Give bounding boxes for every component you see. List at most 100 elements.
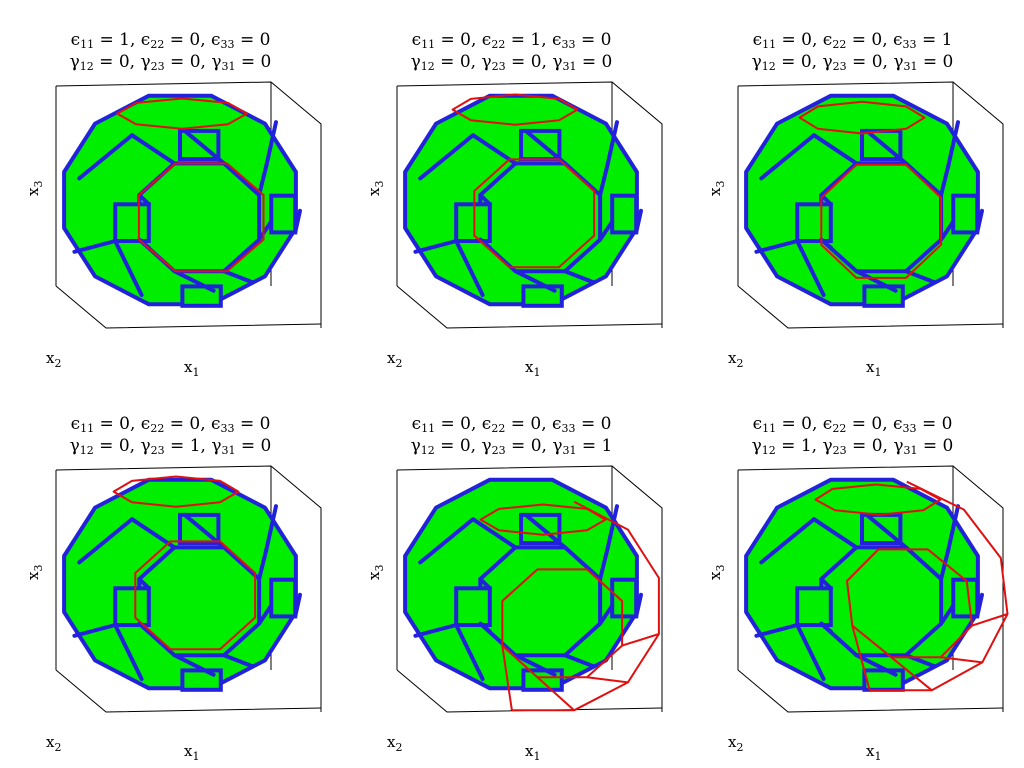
x3-axis-label: x3 [365,181,386,196]
x3-axis-label: x3 [365,565,386,580]
strain-subscript: 11 [80,38,95,51]
shear-strain-title: γ12 = 0, γ23 = 0, γ31 = 0 [0,52,341,77]
polyhedron-plot: x1 x2 x3 [365,81,663,379]
polyhedron-edge [759,133,816,181]
polyhedron-edge [605,504,619,552]
strain-subscript: 33 [561,38,576,51]
polyhedron-edge [939,163,951,197]
deformation-panel: ϵ11 = 0, ϵ22 = 1, ϵ33 = 0 γ12 = 0, γ23 = … [341,0,682,384]
deformed-edge [890,656,933,692]
normal-strain-title: ϵ11 = 0, ϵ22 = 0, ϵ33 = 0 [0,414,341,439]
polyhedron-edge [605,120,619,168]
strain-symbol: ϵ [893,30,903,50]
strain-subscript: 22 [150,38,165,51]
strain-value: = 0, [505,414,553,434]
strain-value: = 0, [164,52,212,72]
polyhedron-edge [222,653,254,669]
strain-value: = 0 [576,52,613,72]
polyhedron-plot: x1 x2 x3 [706,465,1009,763]
x3-axis-label-subscript: 3 [714,181,727,188]
strain-value: = 0 [917,436,954,456]
square-face [862,284,905,308]
strain-symbol: ϵ [411,30,422,50]
truncated-octahedron [62,475,302,692]
deformed-edge [586,676,629,684]
polyhedron-edge [222,269,254,285]
x1-axis-label-subscript: 1 [533,750,540,763]
x2-axis-label-subscript: 2 [736,357,743,370]
strain-subscript: 22 [491,422,506,435]
shear-strain-title: γ12 = 0, γ23 = 0, γ31 = 0 [341,52,682,77]
polyhedron-edge [471,133,518,166]
strain-subscript: 23 [832,60,847,73]
deformed-top-face [451,93,579,126]
truncated-octahedron [744,93,984,308]
strain-value: = 0 [917,52,954,72]
polyhedron-edge [598,603,615,626]
polyhedron-edge [754,239,800,254]
polyhedron-plot: x1 x2 x3 [706,81,1004,379]
x2-axis-label: x2 [387,733,402,754]
strain-symbol: ϵ [411,414,422,434]
strain-subscript: 22 [832,422,847,435]
polyhedron-edge [293,592,302,619]
square-face [454,202,492,244]
polyhedron-edge [759,517,816,565]
polyhedron-edge [864,512,908,550]
square-face [610,193,639,235]
strain-symbol: ϵ [70,414,81,434]
strain-subscript: 11 [80,422,95,435]
strain-subscript: 33 [220,38,235,51]
deformed-edge [621,633,660,647]
polyhedron-edge [754,623,800,638]
square-face [113,202,151,244]
strain-subscript: 12 [420,444,435,457]
polyhedron-edge [113,623,144,681]
front-octagon-face [819,545,944,658]
strain-symbol: γ [751,52,762,72]
strain-subscript: 31 [562,60,577,73]
strain-value: = 0, [435,30,482,50]
strain-subscript: 11 [421,422,436,435]
deformed-edge [536,676,575,712]
deformed-top-face [116,97,248,130]
truncated-octahedron [403,93,643,308]
strain-value: = 0, [93,52,141,72]
x1-axis-label: x1 [525,742,540,763]
normal-strain-title: ϵ11 = 0, ϵ22 = 0, ϵ33 = 1 [682,30,1023,55]
polyhedron-edge [137,193,151,207]
strain-subscript: 33 [561,422,576,435]
square-face [951,193,980,235]
square-face [862,668,905,692]
strain-subscript: 11 [762,422,777,435]
bounding-box [396,81,663,329]
strain-subscript: 12 [79,444,94,457]
polyhedron-edge [182,128,226,166]
strain-symbol: γ [140,436,151,456]
polyhedron-edge [130,517,177,550]
strain-value: = 0, [434,436,482,456]
strain-value: = 0, [776,414,823,434]
x1-axis-label: x1 [184,742,199,763]
square-face [521,284,564,308]
strain-subscript: 33 [220,422,235,435]
strain-symbol: ϵ [211,30,221,50]
strain-symbol: γ [69,436,80,456]
polyhedron-edge [598,219,615,242]
strain-subscript: 31 [562,444,577,457]
strain-subscript: 22 [150,422,165,435]
square-face [795,202,833,244]
strain-symbol: γ [481,52,492,72]
polyhedron-edge [634,208,643,235]
polyhedron-plot: x1 x2 x3 [24,81,322,379]
strain-symbol: γ [893,52,904,72]
truncated-octahedron [744,477,1009,692]
x2-axis-label-subscript: 2 [395,741,402,754]
x3-axis-label-subscript: 3 [32,181,45,188]
strain-value: = 0, [435,414,482,434]
strain-value: = 0 [235,52,272,72]
strain-subscript: 33 [902,422,917,435]
polyhedron-edge [478,193,492,207]
polyhedron-edge [454,623,485,681]
polyhedron-edge [563,269,595,285]
